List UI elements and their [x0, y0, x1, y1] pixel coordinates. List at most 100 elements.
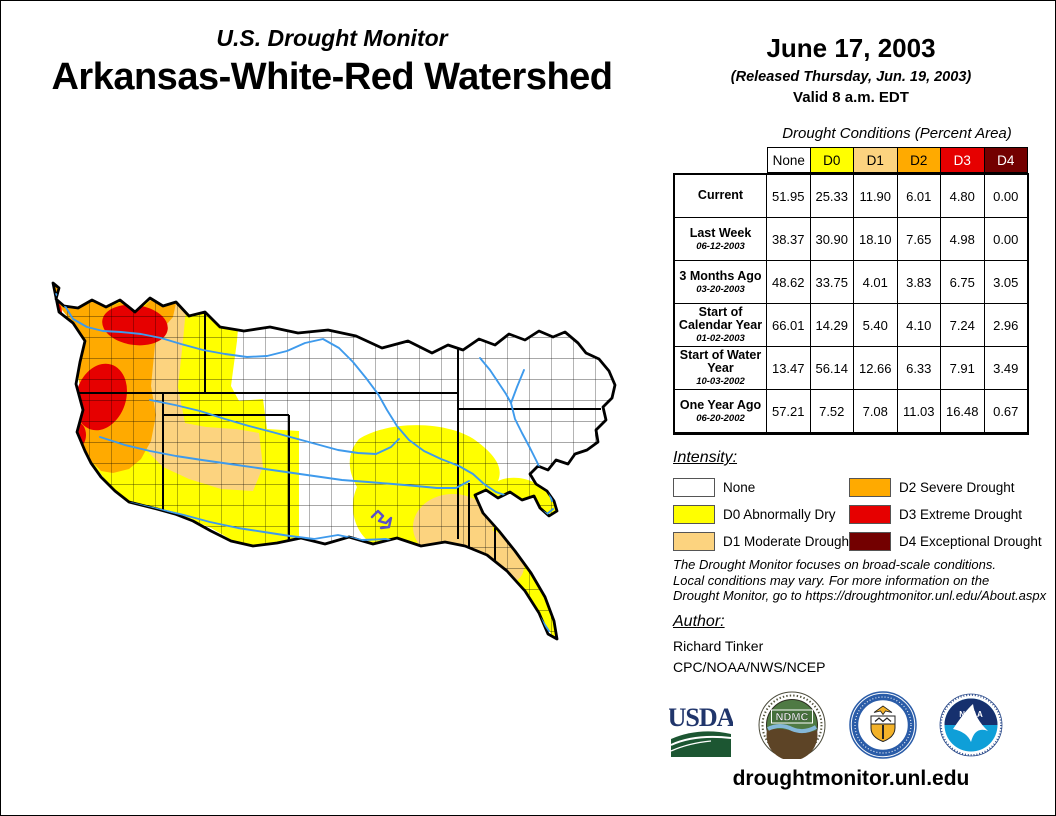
row-label: Current — [697, 188, 744, 202]
program-title: U.S. Drought Monitor — [216, 25, 448, 51]
table-cell: 0.00 — [983, 174, 1028, 218]
table-body: Current 51.95 25.33 11.90 6.01 4.80 0.00… — [673, 173, 1029, 435]
table-cell: 6.33 — [896, 346, 941, 390]
legend-item-d1: D1 Moderate Drought — [673, 528, 853, 555]
table-cell: 14.29 — [809, 303, 854, 347]
legend-item-d2: D2 Severe Drought — [849, 474, 1043, 501]
table-cell: 3.05 — [983, 260, 1028, 304]
d3-swatch — [849, 505, 891, 524]
legend-item-none: None — [673, 474, 849, 501]
table-cell: 4.10 — [896, 303, 941, 347]
table-cell: 66.01 — [766, 303, 811, 347]
legend-item-d4: D4 Exceptional Drought — [849, 528, 1043, 555]
table-cell: 51.95 — [766, 174, 811, 218]
table-cell: 30.90 — [809, 217, 854, 261]
table-cell: 7.24 — [940, 303, 985, 347]
author-name: Richard Tinker — [673, 638, 764, 654]
none-swatch — [673, 478, 715, 497]
author-block: Author: Richard Tinker CPC/NOAA/NWS/NCEP — [673, 613, 825, 675]
canadian-river — [99, 436, 470, 489]
disclaimer-line: Drought Monitor, go to https://droughtmo… — [673, 588, 1047, 603]
table-cell: 4.01 — [853, 260, 898, 304]
map-date: June 17, 2003 — [766, 33, 936, 63]
legend-item-d3: D3 Extreme Drought — [849, 501, 1043, 528]
commerce-seal-logo — [849, 691, 917, 764]
table-cell: 12.66 — [853, 346, 898, 390]
table-cell: 4.80 — [940, 174, 985, 218]
table-cell: 33.75 — [809, 260, 854, 304]
white-river-branch — [479, 357, 512, 404]
legend-grid: None D2 Severe Drought D0 Abnormally Dry… — [673, 474, 1043, 555]
table-header-row: None D0 D1 D2 D3 D4 — [673, 147, 1029, 173]
table-cell: 6.01 — [896, 174, 941, 218]
author-org: CPC/NOAA/NWS/NCEP — [673, 659, 826, 675]
row-label: Start of Calendar Year — [678, 305, 763, 332]
column-header-d3: D3 — [940, 147, 985, 173]
row-label: Start of Water Year — [679, 348, 762, 375]
table-cell: 3.83 — [896, 260, 941, 304]
row-date: 03-20-2003 — [696, 283, 745, 295]
cimarron-river — [149, 399, 400, 455]
valid-time: Valid 8 a.m. EDT — [793, 89, 909, 106]
county-boundaries — [53, 283, 615, 639]
disclaimer-line: Local conditions may vary. For more info… — [673, 572, 990, 588]
ndmc-logo: NDMC — [758, 691, 826, 764]
author-heading: Author: — [673, 613, 725, 630]
table-cell: 57.21 — [766, 389, 811, 433]
row-date: 01-02-2003 — [696, 333, 745, 344]
noaa-logo: NOAA — [939, 693, 1003, 762]
table-title: Drought Conditions (Percent Area) — [782, 125, 1012, 142]
disclaimer-line: The Drought Monitor focuses on broad-sca… — [673, 557, 997, 572]
table-cell: 2.96 — [983, 303, 1028, 347]
table-cell: 11.03 — [896, 389, 941, 433]
date-block: June 17, 2003 (Released Thursday, Jun. 1… — [691, 33, 1011, 106]
disclaimer-note: The Drought Monitor focuses on broad-sca… — [673, 557, 1046, 604]
d0-swatch — [673, 505, 715, 524]
release-date: (Released Thursday, Jun. 19, 2003) — [730, 69, 972, 85]
column-header-none: None — [767, 147, 811, 173]
arkansas-river — [55, 293, 554, 515]
column-header-d2: D2 — [896, 147, 941, 173]
table-cell: 38.37 — [766, 217, 811, 261]
row-label: 3 Months Ago — [679, 268, 762, 283]
d4-swatch — [849, 532, 891, 551]
legend-title: Intensity: — [673, 449, 738, 466]
svg-text:NOAA: NOAA — [959, 710, 983, 719]
row-date: 06-20-2002 — [696, 412, 745, 424]
lake-texoma — [370, 509, 393, 530]
d1-swatch — [673, 532, 715, 551]
table-cell: 11.90 — [853, 174, 898, 218]
table-row-label: Start of Water Year 10-03-2002 — [674, 346, 767, 390]
row-date: 10-03-2002 — [696, 376, 745, 387]
usda-logo: USDA — [668, 701, 737, 764]
svg-text:USDA: USDA — [669, 703, 733, 732]
row-date: 06-12-2003 — [696, 240, 745, 252]
table-cell: 56.14 — [809, 346, 854, 390]
table-cell: 7.52 — [809, 389, 854, 433]
legend-item-d0: D0 Abnormally Dry — [673, 501, 849, 528]
table-row-label: Current — [674, 174, 767, 218]
table-cell: 0.67 — [983, 389, 1028, 433]
table-cell: 18.10 — [853, 217, 898, 261]
column-header-d1: D1 — [853, 147, 898, 173]
table-cell: 0.00 — [983, 217, 1028, 261]
header-spacer — [673, 147, 767, 173]
table-cell: 7.65 — [896, 217, 941, 261]
table-cell: 7.08 — [853, 389, 898, 433]
row-label: Last Week — [689, 225, 752, 240]
row-label: One Year Ago — [679, 397, 762, 412]
drought-conditions-table: None D0 D1 D2 D3 D4 Current 51.95 25.33 … — [673, 147, 1029, 435]
column-header-d0: D0 — [809, 147, 854, 173]
table-row-label: One Year Ago 06-20-2002 — [674, 389, 767, 433]
footer-url: droughtmonitor.unl.edu — [732, 767, 970, 790]
table-cell: 4.98 — [940, 217, 985, 261]
table-row-label: 3 Months Ago 03-20-2003 — [674, 260, 767, 304]
table-row-label: Last Week 06-12-2003 — [674, 217, 767, 261]
table-cell: 7.91 — [940, 346, 985, 390]
table-cell: 16.48 — [940, 389, 985, 433]
table-cell: 6.75 — [940, 260, 985, 304]
table-cell: 48.62 — [766, 260, 811, 304]
column-header-d4: D4 — [983, 147, 1028, 173]
agency-logos: USDA NDMC — [661, 691, 1041, 765]
